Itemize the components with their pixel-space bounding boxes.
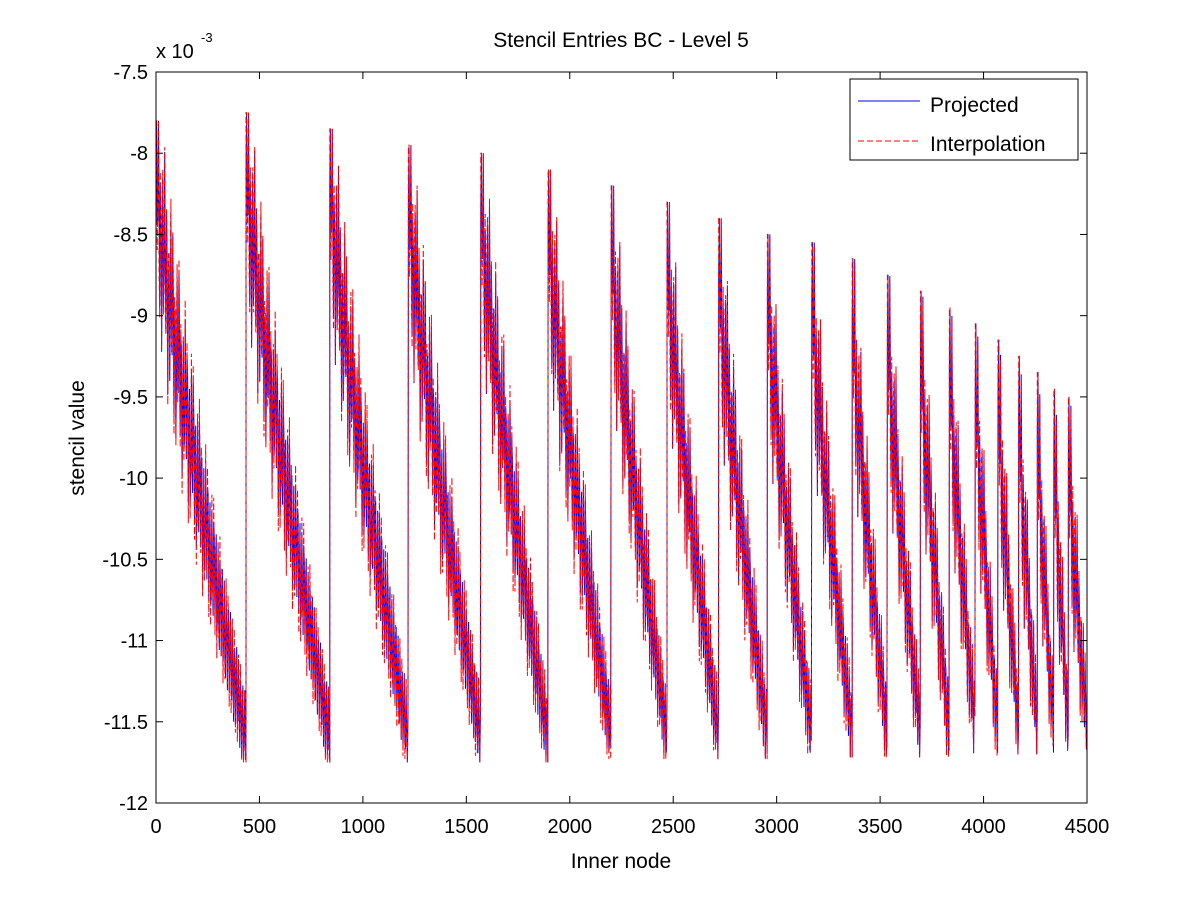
- x-axis: 0 500 1000 1500 2000 2500 3000 3500 4000 4500: [150, 72, 1109, 838]
- y-tick-label: -10: [119, 468, 148, 490]
- y-tick-label: -10.5: [102, 549, 148, 571]
- series-layer: [156, 112, 1087, 764]
- y-tick-label: -9.5: [114, 387, 148, 409]
- x-axis-label: Inner node: [571, 850, 671, 873]
- x-tick-label: 4500: [1065, 816, 1110, 838]
- y-axis-exponent-base: x 10: [156, 41, 194, 63]
- y-axis-exponent-power: -3: [201, 30, 213, 45]
- x-tick-label: 0: [150, 816, 161, 838]
- x-tick-label: 3500: [858, 816, 903, 838]
- y-tick-label: -7.5: [114, 62, 148, 84]
- x-tick-label: 2000: [548, 816, 593, 838]
- series-line-interpolation: [156, 112, 1087, 764]
- y-tick-label: -9: [130, 306, 148, 328]
- y-tick-label: -11: [121, 631, 148, 653]
- y-tick-label: -8: [130, 143, 148, 165]
- y-tick-label: -8.5: [114, 224, 148, 246]
- x-tick-label: 2500: [651, 816, 696, 838]
- y-tick-label: -12: [119, 793, 148, 815]
- x-tick-label: 1000: [341, 816, 386, 838]
- x-tick-label: 4000: [961, 816, 1006, 838]
- x-tick-label: 1500: [444, 816, 489, 838]
- chart-title: Stencil Entries BC - Level 5: [493, 29, 749, 52]
- x-tick-label: 3000: [754, 816, 799, 838]
- y-axis: -7.5 -8 -8.5 -9 -9.5 -10 -10.5 -11 -11.5 -12: [102, 62, 1087, 815]
- x-tick-label: 500: [243, 816, 276, 838]
- legend: Projected Interpolation: [849, 78, 1079, 161]
- y-axis-label: stencil value: [66, 380, 89, 496]
- legend-entry-interpolation: Interpolation: [930, 133, 1046, 156]
- legend-box: [849, 78, 1079, 161]
- y-tick-label: -11.5: [104, 712, 148, 734]
- plot-area-border: [155, 71, 1088, 804]
- legend-entry-projected: Projected: [930, 94, 1019, 117]
